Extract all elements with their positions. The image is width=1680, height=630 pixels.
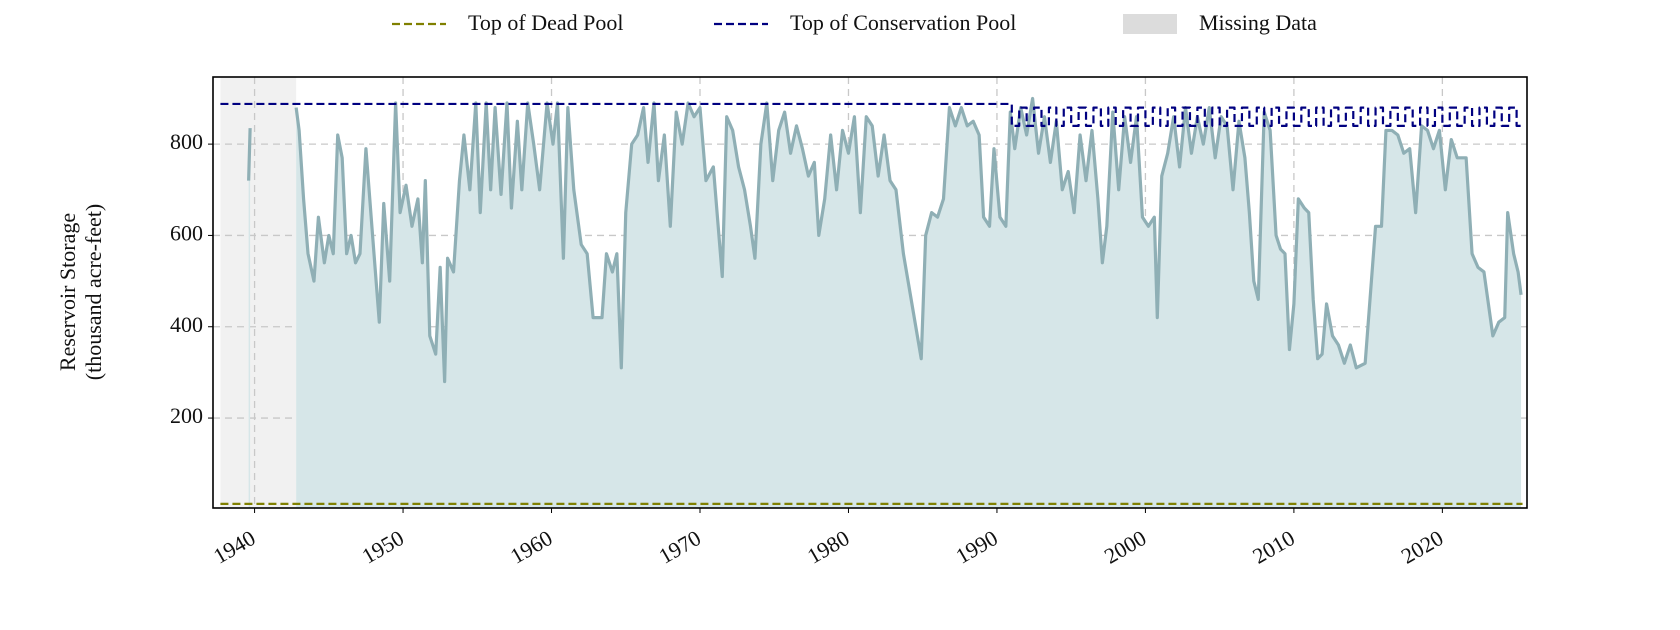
x-tick-label: 2010	[1248, 525, 1299, 569]
y-tick-label: 800	[170, 129, 203, 154]
x-tick-label: 2020	[1397, 525, 1448, 569]
plot-frame	[212, 76, 1528, 509]
y-tick-label: 600	[170, 220, 203, 245]
y-axis-title-line: (thousand acre-feet)	[81, 204, 106, 381]
x-tick-label: 1940	[209, 525, 260, 569]
legend-item: Top of Dead Pool	[392, 10, 624, 35]
storage-line	[247, 96, 1523, 384]
y-axis-title: Reservoir Storage (thousand acre-feet)	[55, 204, 106, 381]
legend-label: Missing Data	[1199, 10, 1317, 35]
x-tick-label: 1990	[951, 525, 1002, 569]
legend-item: Missing Data	[1199, 10, 1317, 35]
missing-data-span	[220, 77, 297, 508]
x-tick-label: 1980	[803, 525, 854, 569]
x-tick-label: 1950	[357, 525, 408, 569]
legend-item: Top of Conservation Pool	[714, 10, 1016, 35]
legend-label: Top of Conservation Pool	[790, 10, 1016, 35]
x-tick-label: 1960	[506, 525, 557, 569]
legend-swatch	[1123, 14, 1177, 34]
legend-label: Top of Dead Pool	[468, 10, 624, 35]
x-tick-label: 2000	[1100, 525, 1151, 569]
x-tick-label: 1970	[654, 525, 705, 569]
y-tick-label: 200	[170, 403, 203, 428]
storage-area	[248, 98, 1522, 509]
y-tick-label: 400	[170, 312, 203, 337]
y-axis-title-line: Reservoir Storage	[55, 213, 80, 371]
pool-line	[220, 102, 1523, 127]
